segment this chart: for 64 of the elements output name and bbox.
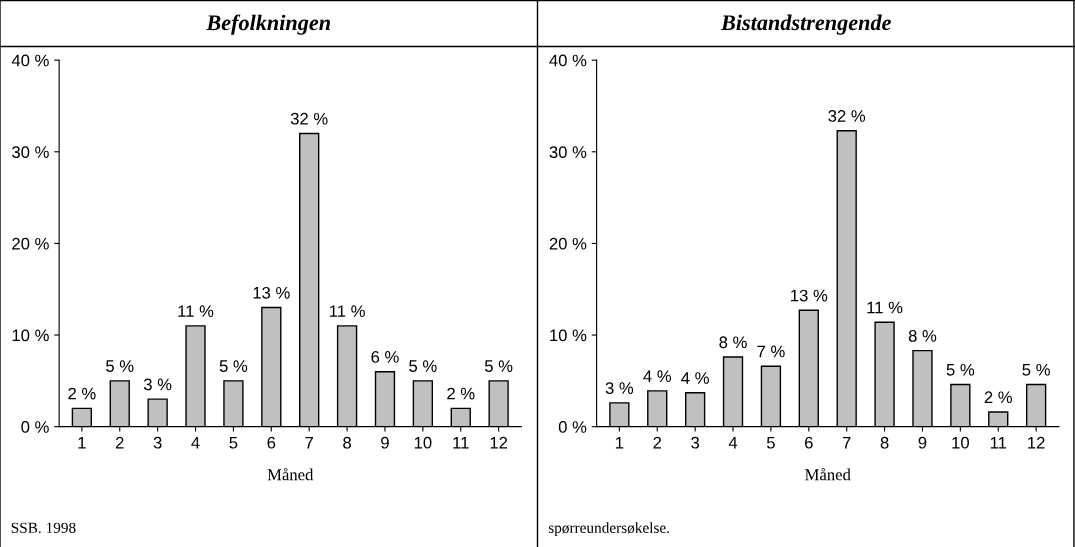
- x-tick-label: 2: [115, 436, 124, 449]
- x-tick-label: 7: [305, 436, 313, 449]
- text: spørreundersøkelse.: [548, 522, 669, 537]
- x-tick-label: 9: [918, 436, 927, 449]
- y-tick-label: 20 %: [549, 237, 587, 250]
- data-label: 8 %: [908, 329, 937, 342]
- data-label: 7 %: [757, 345, 785, 358]
- data-label: 11 %: [329, 305, 365, 317]
- data-label: 6 %: [371, 351, 399, 363]
- x-tick-label: 5: [766, 436, 775, 449]
- data-label: 3 %: [605, 382, 634, 394]
- x-tick-label: 10: [414, 436, 432, 449]
- data-label: 5 %: [409, 360, 437, 372]
- data-label: 5 %: [219, 360, 248, 372]
- data-label: 32 %: [828, 110, 866, 122]
- x-tick-label: 3: [691, 436, 700, 449]
- x-tick-label: 12: [1028, 436, 1045, 449]
- data-label: 13 %: [253, 286, 290, 299]
- chart-title: Befolkningen: [206, 14, 331, 35]
- x-tick-label: 7: [842, 436, 851, 449]
- data-label: 5 %: [946, 363, 975, 376]
- data-label: 2 %: [984, 391, 1013, 404]
- y-tick-label: 0 %: [21, 421, 49, 433]
- x-tick-label: 10: [952, 436, 969, 449]
- x-tick-label: 11: [453, 436, 469, 449]
- data-label: 32 %: [290, 112, 328, 125]
- data-label: 11 %: [867, 301, 903, 314]
- x-tick-label: 11: [990, 436, 1007, 449]
- x-tick-label: 3: [153, 436, 162, 449]
- chart-title: Bistandstrengende: [720, 14, 891, 35]
- text: SSB. 1998: [11, 522, 76, 534]
- data-label: 2 %: [447, 387, 475, 400]
- x-tick-label: 5: [229, 436, 238, 449]
- x-axis-title: Måned: [805, 468, 851, 481]
- y-tick-label: 30 %: [549, 146, 587, 158]
- y-tick-label: 10 %: [550, 329, 587, 342]
- y-tick-label: 10 %: [12, 329, 49, 342]
- x-tick-label: 4: [728, 436, 738, 449]
- data-label: 11 %: [178, 305, 214, 317]
- x-tick-label: 6: [267, 436, 276, 449]
- data-label: 5 %: [1022, 363, 1050, 376]
- data-label: 8 %: [719, 336, 747, 349]
- x-tick-label: 2: [653, 436, 662, 449]
- data-label: 13 %: [791, 289, 828, 302]
- x-axis-title: Måned: [267, 468, 314, 481]
- x-tick-label: 8: [343, 436, 351, 449]
- x-tick-label: 6: [805, 436, 813, 449]
- data-label: 4 %: [643, 370, 672, 383]
- x-tick-label: 1: [78, 436, 86, 449]
- data-label: 5 %: [106, 360, 134, 372]
- data-label: 4 %: [681, 372, 709, 384]
- data-label: 3 %: [143, 378, 172, 391]
- y-tick-label: 40 %: [549, 54, 587, 67]
- y-tick-label: 40 %: [11, 54, 49, 67]
- x-tick-label: 12: [490, 436, 508, 449]
- x-tick-label: 9: [381, 436, 389, 449]
- y-tick-label: 30 %: [12, 146, 49, 158]
- data-label: 2 %: [68, 387, 96, 400]
- x-tick-label: 4: [191, 436, 200, 449]
- y-tick-label: 20 %: [12, 237, 49, 250]
- data-label: 5 %: [484, 360, 513, 372]
- y-tick-label: 0 %: [558, 421, 587, 433]
- x-tick-label: 1: [616, 436, 624, 449]
- x-tick-label: 8: [880, 436, 889, 449]
